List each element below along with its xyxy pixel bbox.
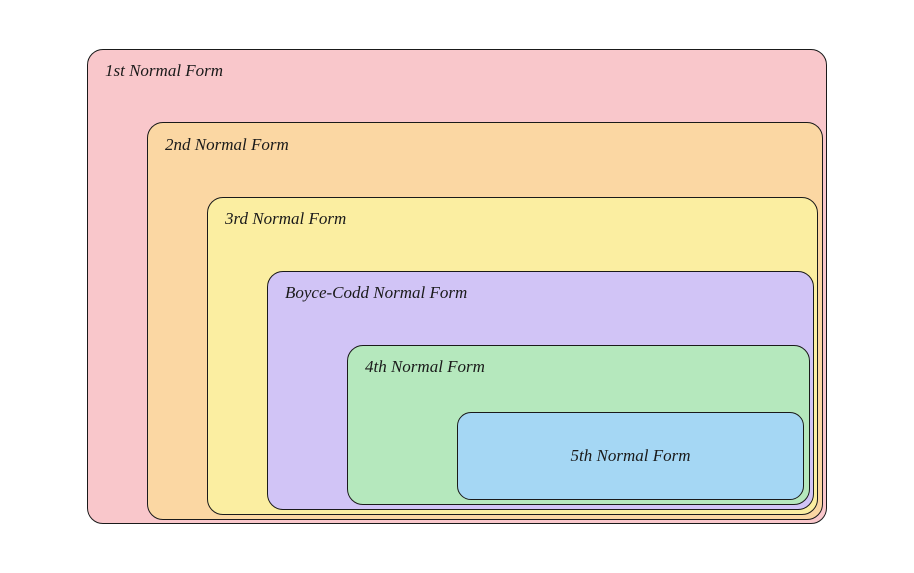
label-4nf: 4th Normal Form (365, 357, 485, 377)
label-5nf: 5th Normal Form (458, 446, 803, 466)
label-1nf: 1st Normal Form (105, 61, 223, 81)
label-3nf: 3rd Normal Form (225, 209, 346, 229)
normal-forms-diagram: 1st Normal Form 2nd Normal Form 3rd Norm… (87, 49, 827, 524)
box-5nf: 5th Normal Form (457, 412, 804, 500)
label-2nf: 2nd Normal Form (165, 135, 289, 155)
label-bcnf: Boyce-Codd Normal Form (285, 283, 467, 303)
